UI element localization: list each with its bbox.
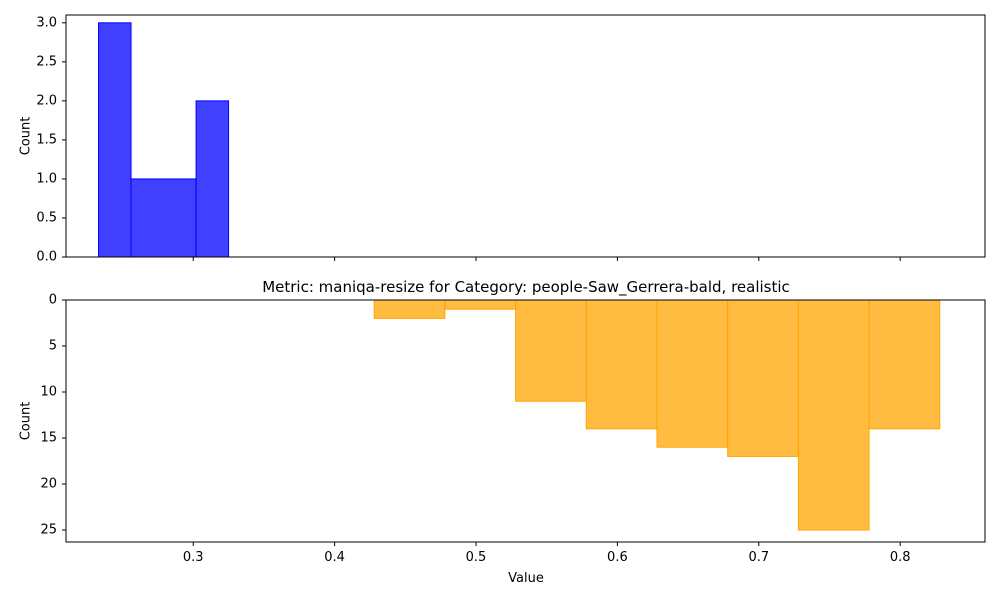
top-histogram-bar: [195, 100, 230, 258]
x-tick-label: 0.8: [890, 550, 911, 565]
bottom-y-tick-label: 20: [40, 477, 57, 492]
x-tick-label: 0.3: [183, 550, 204, 565]
bottom-histogram-bar: [797, 299, 870, 531]
bottom-histogram-bar: [727, 299, 799, 457]
top-y-tick-label: 0.5: [36, 210, 57, 225]
top-y-tick-label: 0.0: [36, 250, 57, 265]
top-histogram-axes: 0.0 0.5 1.0 1.5 2.0 2.5 3.0 Count: [19, 14, 986, 265]
top-y-tick-label: 1.0: [36, 171, 57, 186]
bottom-histogram-bar: [515, 299, 587, 402]
x-tick-label: 0.5: [466, 550, 487, 565]
bottom-y-axis-label: Count: [19, 402, 34, 441]
bottom-histogram-bar: [868, 299, 941, 430]
bottom-histogram-bar: [585, 299, 658, 430]
x-tick-label: 0.4: [324, 550, 345, 565]
top-y-axis-label: Count: [19, 117, 34, 156]
top-y-tick-label: 1.5: [36, 132, 57, 147]
bottom-y-tick-label: 10: [40, 385, 57, 400]
x-tick-label: 0.6: [607, 550, 628, 565]
bottom-y-tick-label: 15: [40, 431, 57, 446]
bottom-histogram-bar: [444, 299, 517, 310]
bottom-chart-title: Metric: maniqa-resize for Category: peop…: [262, 278, 790, 297]
bottom-y-tick-label: 25: [40, 523, 57, 538]
bottom-histogram-bar: [373, 299, 446, 319]
bottom-y-tick-label: 5: [49, 339, 57, 354]
bottom-axes-frame: [65, 299, 986, 543]
top-axes-frame: [65, 14, 986, 258]
bottom-histogram-bar: [656, 299, 729, 448]
top-y-tick-label: 2.0: [36, 93, 57, 108]
top-histogram-bar: [98, 22, 132, 258]
top-histogram-bar: [130, 178, 197, 258]
top-y-tick-label: 2.5: [36, 54, 57, 69]
top-y-tick-label: 3.0: [36, 15, 57, 30]
x-axis-label: Value: [508, 571, 544, 586]
bottom-y-tick-label: 0: [49, 293, 57, 308]
bottom-histogram-axes: Metric: maniqa-resize for Category: peop…: [19, 278, 986, 586]
x-tick-label: 0.7: [748, 550, 769, 565]
